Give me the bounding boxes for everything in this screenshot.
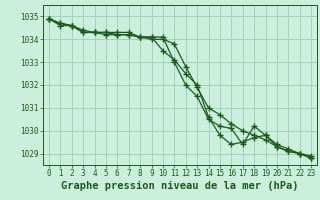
X-axis label: Graphe pression niveau de la mer (hPa): Graphe pression niveau de la mer (hPa): [61, 181, 299, 191]
